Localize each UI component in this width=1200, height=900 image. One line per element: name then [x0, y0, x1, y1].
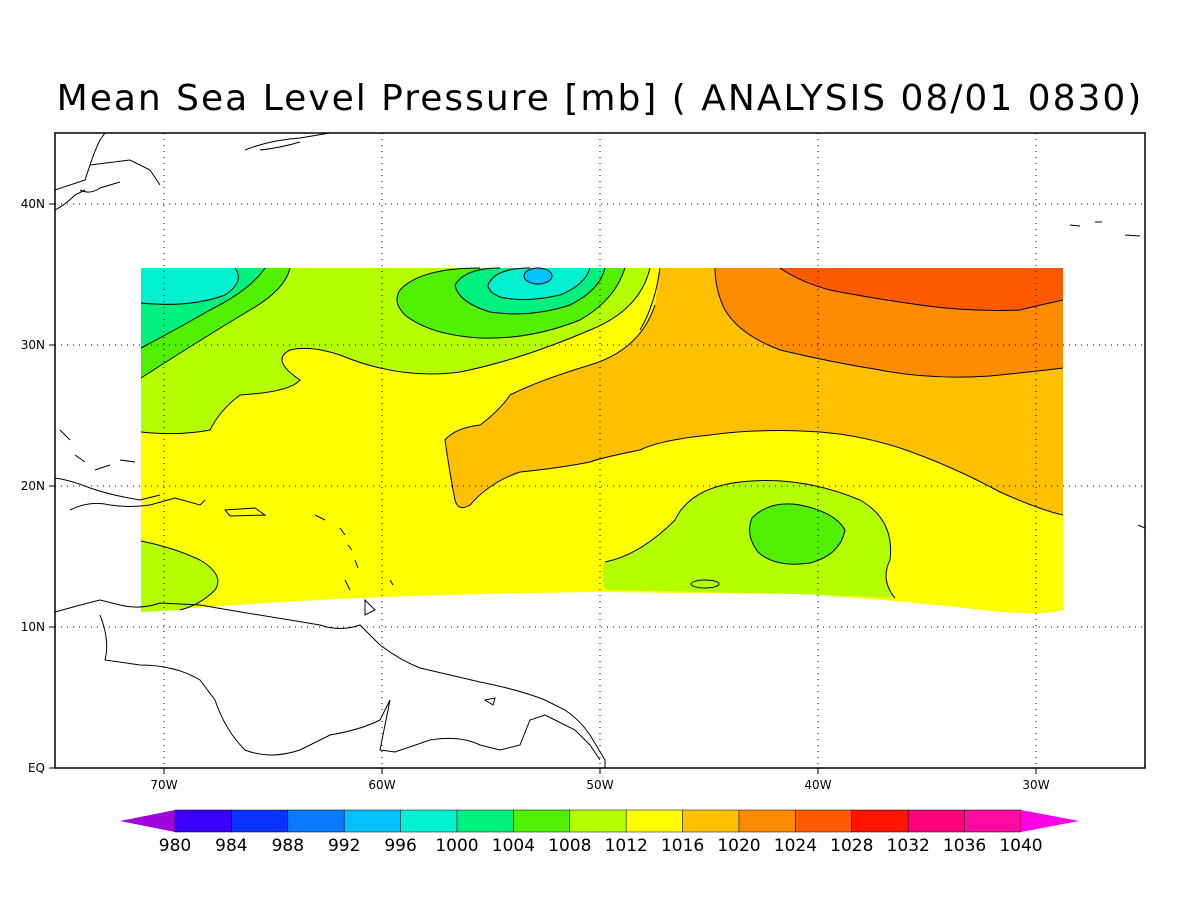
colorbar-label: 1004	[492, 836, 535, 856]
colorbar-arrow-high	[1021, 810, 1079, 832]
x-tick-label-40w: 40W	[804, 778, 831, 792]
colorbar-segment	[287, 809, 345, 833]
x-tick-label-50w: 50W	[586, 778, 613, 792]
y-tick-label-40n: 40N	[21, 197, 45, 211]
colorbar-label: 980	[159, 836, 191, 856]
coastline-north-america	[55, 133, 161, 211]
coastline-bahamas	[59, 429, 136, 471]
colorbar-label: 988	[272, 836, 304, 856]
colorbar-label: 1012	[605, 836, 648, 856]
colorbar: 980 984 988 992 996 1000 1004 1008 1012 1016 1020 1…	[120, 809, 1079, 856]
colorbar-label: 1020	[717, 836, 760, 856]
colorbar-label: 1032	[887, 836, 930, 856]
coastline-lake	[483, 697, 496, 706]
colorbar-label: 1040	[999, 836, 1042, 856]
y-tick-label-20n: 20N	[21, 479, 45, 493]
coastlines	[55, 133, 1145, 768]
colorbar-label: 1016	[661, 836, 704, 856]
colorbar-label: 992	[328, 836, 360, 856]
coastline-trinidad	[364, 598, 376, 616]
colorbar-segment	[400, 809, 458, 833]
y-tick-label-10n: 10N	[21, 620, 45, 634]
x-tick-label-30w: 30W	[1022, 778, 1049, 792]
coastline-hispaniola	[69, 497, 206, 511]
colorbar-segment	[343, 809, 401, 833]
colorbar-segment	[456, 809, 514, 833]
colorbar-label: 1036	[943, 836, 986, 856]
band-1008-1012-south	[602, 480, 895, 598]
coastline-puerto-rico	[223, 507, 267, 517]
x-tick-label-70w: 70W	[150, 778, 177, 792]
colorbar-segment	[231, 809, 289, 833]
colorbar-label: 984	[215, 836, 247, 856]
colorbar-segment	[569, 809, 627, 833]
pressure-field	[141, 267, 1063, 614]
coastline-cuba	[55, 477, 161, 501]
colorbar-segment	[907, 809, 965, 833]
colorbar-label: 1008	[548, 836, 591, 856]
colorbar-segment	[174, 809, 232, 833]
colorbar-segment	[738, 809, 796, 833]
coastline-lesser-antilles	[314, 514, 394, 591]
band-1008-1012-islet	[690, 579, 720, 589]
band-1004-1008-south	[749, 503, 845, 565]
band-1008-1012-southwest	[141, 541, 218, 612]
colorbar-segment	[513, 809, 571, 833]
coastline-azores	[1069, 221, 1141, 237]
colorbar-label: 1000	[435, 836, 478, 856]
colorbar-label: 1028	[830, 836, 873, 856]
coastline-south-america	[55, 599, 606, 768]
band-1024-1028	[780, 268, 1063, 311]
colorbar-label: 996	[384, 836, 416, 856]
coastline-nova-scotia	[244, 133, 331, 151]
colorbar-segment	[682, 809, 740, 833]
contour-lines	[140, 267, 1064, 611]
band-996-1000-northwest	[141, 268, 239, 305]
colorbar-segment	[851, 809, 909, 833]
colorbar-segment	[795, 809, 853, 833]
band-992-996-low	[523, 267, 553, 285]
page-title: Mean Sea Level Pressure [mb] ( ANALYSIS …	[56, 78, 1144, 119]
coastline-cape-verde	[1137, 524, 1145, 529]
colorbar-arrow-low	[120, 810, 175, 832]
y-tick-label-30n: 30N	[21, 338, 45, 352]
colorbar-segment	[625, 809, 683, 833]
colorbar-segment	[964, 809, 1022, 833]
x-tick-label-60w: 60W	[368, 778, 395, 792]
y-tick-label-eq: EQ	[28, 761, 45, 775]
axis-ticks	[49, 203, 1037, 774]
colorbar-label: 1024	[774, 836, 817, 856]
